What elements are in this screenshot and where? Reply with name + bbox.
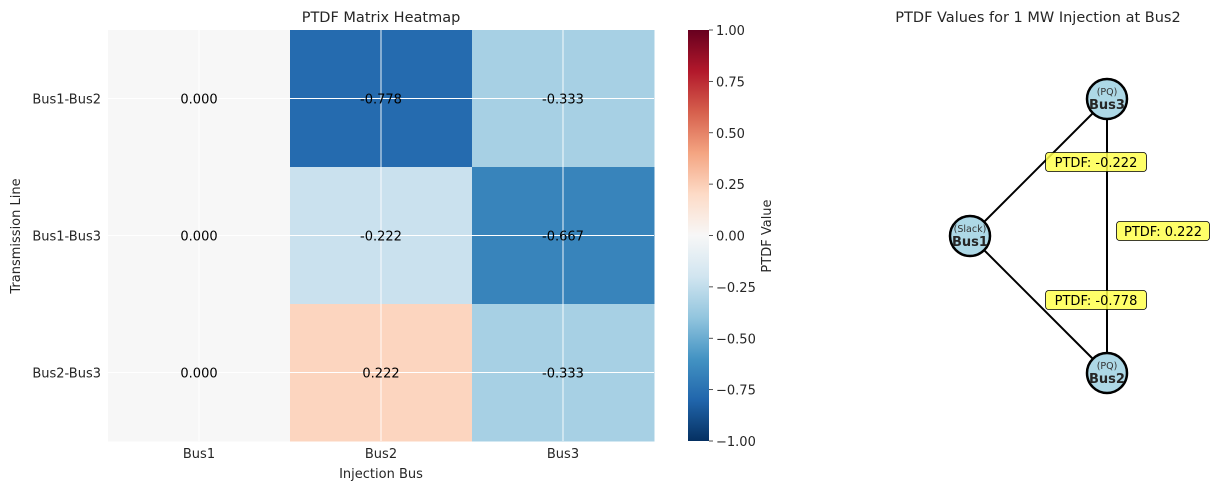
- heatmap-cell-label: -0.667: [542, 230, 584, 245]
- edge-label: PTDF: -0.222: [1055, 156, 1138, 171]
- x-tick-label: Bus1: [183, 447, 215, 462]
- colorbar-tick-label: −0.75: [716, 384, 756, 399]
- heatmap-x-ticks: Bus1 Bus2 Bus3: [183, 447, 579, 462]
- colorbar-ticks: 1.00 0.75 0.50 0.25 0.00 −0.25 −0.50 −0.75 −1.00: [709, 24, 756, 450]
- heatmap-cell-label: -0.333: [542, 367, 584, 382]
- heatmap-cell-label: 0.000: [180, 367, 217, 382]
- edge-label-box: [1045, 290, 1147, 310]
- node-circle: [948, 214, 992, 258]
- heatmap-cell-label: 0.000: [180, 230, 217, 245]
- node-role-label: (PQ): [1097, 361, 1118, 372]
- heatmap-title: PTDF Matrix Heatmap: [302, 10, 461, 26]
- colorbar: 1.00 0.75 0.50 0.25 0.00 −0.25 −0.50 −0.75 −1.00…: [688, 24, 775, 450]
- node-name-label: Bus1: [952, 235, 988, 250]
- colorbar-tick-label: 0.00: [716, 230, 745, 245]
- heatmap-cell-label: 0.000: [180, 93, 217, 108]
- x-tick-label: Bus3: [547, 447, 579, 462]
- colorbar-tick-label: 0.75: [716, 75, 745, 90]
- heatmap-cell-labels: 0.000 -0.778 -0.333 0.000 -0.222 -0.667 0.000 0…: [180, 93, 584, 382]
- heatmap-cell-label: 0.222: [362, 367, 399, 382]
- colorbar-tick-label: 0.25: [716, 178, 745, 193]
- edge-label: PTDF: 0.222: [1124, 225, 1202, 240]
- node-role-label: (PQ): [1097, 87, 1118, 98]
- heatmap-x-axis-label: Injection Bus: [339, 467, 423, 482]
- node-name-label: Bus2: [1089, 372, 1125, 387]
- network-node: (Slack)Bus1: [948, 214, 992, 258]
- network-panel: PTDF Values for 1 MW Injection at Bus2 (…: [895, 10, 1210, 395]
- x-tick-label: Bus2: [365, 447, 397, 462]
- node-role-label: (Slack): [954, 224, 987, 235]
- y-tick-label: Bus1-Bus2: [32, 93, 101, 108]
- colorbar-tick-label: 1.00: [716, 24, 745, 39]
- edge-label: PTDF: -0.778: [1055, 294, 1138, 309]
- network-nodes: (Slack)Bus1(PQ)Bus2(PQ)Bus3: [948, 77, 1129, 395]
- y-tick-label: Bus1-Bus3: [32, 230, 101, 245]
- heatmap-y-axis-label: Transmission Line: [9, 178, 24, 294]
- heatmap-grid: [108, 30, 654, 441]
- heatmap-y-ticks: Bus1-Bus2 Bus1-Bus3 Bus2-Bus3: [32, 93, 101, 382]
- node-name-label: Bus3: [1089, 98, 1125, 113]
- colorbar-tick-label: 0.50: [716, 127, 745, 142]
- colorbar-tick-label: −1.00: [716, 435, 756, 450]
- node-circle: [1085, 77, 1129, 121]
- colorbar-gradient: [688, 30, 709, 441]
- colorbar-label: PTDF Value: [760, 199, 775, 272]
- edge-label-box: [1116, 221, 1210, 241]
- network-node: (PQ)Bus2: [1085, 351, 1129, 395]
- heatmap-cell-label: -0.222: [360, 230, 402, 245]
- heatmap-panel: PTDF Matrix Heatmap 0.000 -0.778 -0.3330.0…: [9, 10, 655, 482]
- network-node: (PQ)Bus3: [1085, 77, 1129, 121]
- node-circle: [1085, 351, 1129, 395]
- y-tick-label: Bus2-Bus3: [32, 367, 101, 382]
- network-edge: [969, 235, 1108, 374]
- network-edge-labels: PTDF: -0.222 PTDF: 0.222 PTDF: -0.778: [1045, 152, 1210, 310]
- colorbar-tick-label: −0.25: [716, 281, 756, 296]
- network-edge: [969, 98, 1108, 237]
- heatmap-cell-label: -0.333: [542, 93, 584, 108]
- colorbar-tick-label: −0.50: [716, 332, 756, 347]
- network-title: PTDF Values for 1 MW Injection at Bus2: [895, 10, 1180, 26]
- edge-label-box: [1045, 152, 1147, 172]
- network-edges: [969, 98, 1108, 374]
- heatmap-cell-label: -0.778: [360, 93, 402, 108]
